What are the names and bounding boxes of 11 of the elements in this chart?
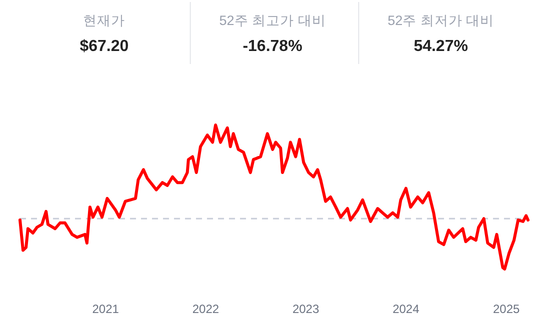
x-tick-label: 2024 [392,302,420,316]
x-tick-label: 2023 [292,302,320,316]
text: -16.78% [242,38,302,55]
x-tick-label: 2025 [492,302,520,316]
text: 52주 최저가 대비 [388,13,494,28]
x-tick-label: 2022 [192,302,220,316]
x-tick-label: 2021 [92,302,120,316]
text: 52주 최고가 대비 [219,13,326,28]
text: 54.27% [414,38,468,55]
text: $67.20 [80,38,129,55]
text: 현재가 [83,13,126,28]
